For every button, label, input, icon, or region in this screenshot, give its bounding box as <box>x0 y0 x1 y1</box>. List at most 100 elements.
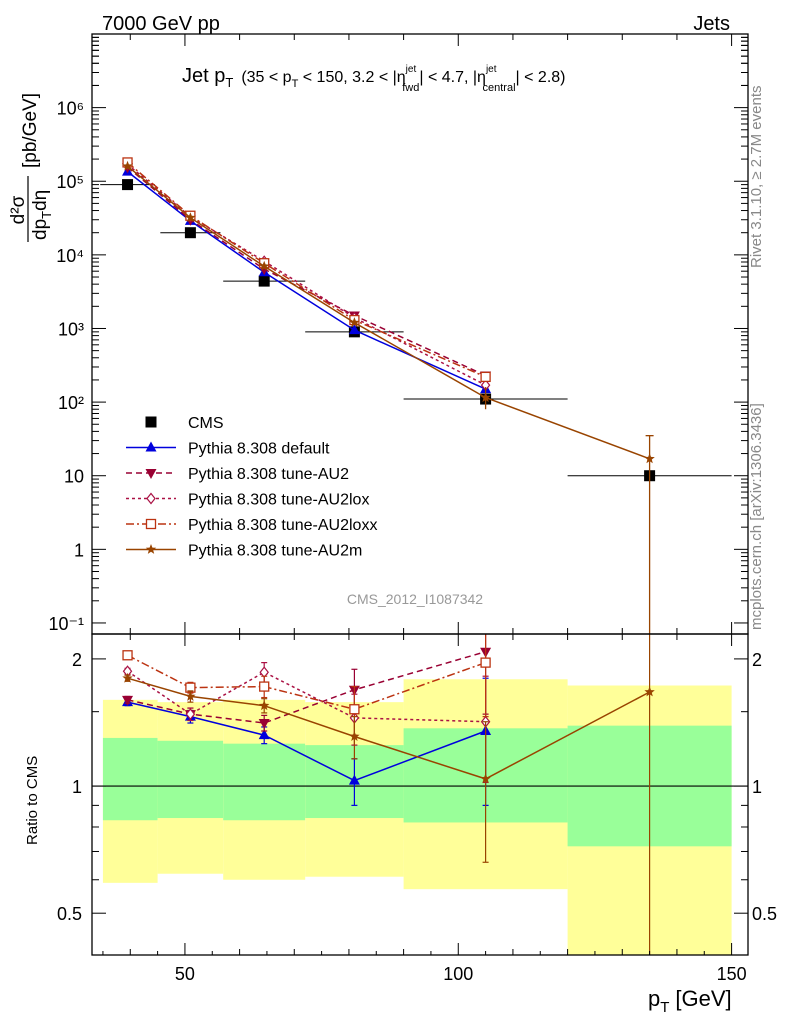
main-point-default <box>348 324 360 335</box>
y-main-tick-label: 10² <box>58 393 84 413</box>
main-line-default <box>127 171 486 390</box>
legend-marker-au2loxx <box>145 518 157 530</box>
ratio-point-au2loxx <box>259 681 270 692</box>
ratio-point-au2m <box>480 773 491 784</box>
main-series-au2m <box>122 160 655 634</box>
ylabel-top-den: dpTdη <box>30 190 54 240</box>
ratio-point-au2m <box>349 731 360 741</box>
main-series-au2loxx <box>122 157 491 383</box>
main-point-au2m <box>259 260 270 271</box>
ratio-frame <box>91 633 749 956</box>
ratio-point-au2loxx <box>480 657 491 668</box>
ratio-band-inner-2 <box>223 743 306 821</box>
legend-entry-data: CMS <box>145 415 224 432</box>
y-main-tick-label: 10⁴ <box>56 246 84 266</box>
y-ratio-tick-label-right: 1 <box>752 777 762 797</box>
main-point-au2m <box>185 212 196 223</box>
title-cond-mid2: | < 4.7, |η <box>419 69 486 86</box>
title-cond-sub3: central <box>483 82 516 94</box>
main-series-default <box>122 165 492 394</box>
ratio-band-inner-0 <box>102 737 158 821</box>
ylabel-top-den-end: dη <box>30 190 51 211</box>
y-main-tick-label: 10⁶ <box>57 99 84 119</box>
xlabel: pT [GeV] <box>648 986 732 1016</box>
y-main-tick-label: 1 <box>74 540 84 560</box>
legend: CMS Pythia 8.308 default Pythia 8.308 tune… <box>126 415 377 560</box>
header-left: 7000 GeV pp <box>102 13 220 35</box>
legend-entry-au2: Pythia 8.308 tune-AU2 <box>126 466 349 483</box>
y-ratio-tick-label-right: 2 <box>752 650 762 670</box>
title-cond-mid: < 150, 3.2 < |η <box>298 69 405 86</box>
legend-label-au2lox: Pythia 8.308 tune-AU2lox <box>188 492 369 509</box>
ratio-line-au2m <box>127 677 650 780</box>
y-ratio-tick-label-left: 2 <box>72 650 82 670</box>
legend-marker-default <box>145 441 157 452</box>
legend-marker-au2m <box>145 544 157 554</box>
ratio-point-au2loxx <box>122 650 133 661</box>
ratio-point-au2lox <box>185 708 196 721</box>
x-tick-label: 50 <box>175 964 195 984</box>
x-tick-label: 100 <box>443 964 473 984</box>
cms-point <box>258 275 270 287</box>
main-point-au2m <box>349 317 360 328</box>
ratio-series-layer <box>122 634 655 955</box>
ratio-band-inner-1 <box>157 740 224 819</box>
xlabel-p: p <box>648 986 660 1011</box>
title-cond-sub2: fwd <box>402 82 419 94</box>
legend-label-au2loxx: Pythia 8.308 tune-AU2loxx <box>188 517 377 534</box>
title-main-sub: T <box>225 75 233 90</box>
ratio-point-au2loxx <box>349 704 360 715</box>
main-line-au2 <box>127 166 486 377</box>
header-right: Jets <box>693 13 730 35</box>
ylabel-top: d²σ dpTdη [pb/GeV] <box>8 93 54 242</box>
ratio-point-au2 <box>258 719 270 730</box>
main-line-au2m <box>127 165 650 460</box>
ratio-point-default <box>348 774 360 785</box>
y-main-tick-label: 10 <box>64 467 84 487</box>
xlabel-unit: [GeV] <box>675 986 731 1011</box>
ratio-point-default <box>258 729 270 740</box>
mcplots-label: mcplots.cern.ch [arXiv:1306.3436] <box>748 403 765 630</box>
legend-entry-au2m: Pythia 8.308 tune-AU2m <box>126 543 362 560</box>
ratio-series-au2m <box>122 634 655 955</box>
ylabel-bottom: Ratio to CMS <box>24 756 41 845</box>
ylabel-top-den-dp: dp <box>30 219 51 240</box>
ratio-point-au2 <box>122 695 134 706</box>
ylabel-top-num: d²σ <box>8 195 29 224</box>
title-cond-close: | < 2.8) <box>516 69 566 86</box>
main-point-au2m <box>122 160 133 171</box>
ylabel-top-den-sub: T <box>39 211 54 219</box>
legend-entry-au2lox: Pythia 8.308 tune-AU2lox <box>126 492 369 509</box>
legend-marker-au2lox <box>146 492 156 505</box>
ratio-line-au2lox <box>127 670 486 723</box>
legend-label-default: Pythia 8.308 default <box>188 441 330 458</box>
cms-point <box>184 227 196 239</box>
axes-frames <box>91 33 749 956</box>
title-cond-open: (35 < p <box>241 69 291 86</box>
title-cond-sup3: jet <box>485 64 497 75</box>
main-series-layer <box>100 157 732 634</box>
ylabel-top-unit: [pb/GeV] <box>20 93 41 168</box>
y-main-tick-label: 10⁻¹ <box>48 614 84 634</box>
title-main: Jet p <box>182 65 225 87</box>
x-tick-label: 150 <box>717 964 747 984</box>
y-main-tick-label: 10⁵ <box>57 172 84 192</box>
rivet-label: Rivet 3.1.10, ≥ 2.7M events <box>748 86 765 269</box>
legend-marker-data <box>145 416 157 428</box>
axes-ticks: 50 100 150 10⁻¹ 1 10 10² 10³ 10⁴ 10⁵ 10⁶ 0.5 0.5 1 1 2 2 <box>48 34 777 984</box>
title-cond-sub1: T <box>292 78 299 90</box>
legend-entry-au2loxx: Pythia 8.308 tune-AU2loxx <box>126 517 377 534</box>
ratio-line-au2 <box>127 650 486 724</box>
main-series-au2 <box>122 163 492 382</box>
y-ratio-tick-label-left: 0.5 <box>57 904 82 924</box>
plot-title: Jet pT (35 < pT < 150, 3.2 < |ηjet fwd| < … <box>182 64 566 94</box>
y-ratio-tick-label-right: 0.5 <box>752 904 777 924</box>
ratio-point-au2m <box>185 690 196 701</box>
xlabel-sub: T <box>660 999 669 1016</box>
legend-entry-default: Pythia 8.308 default <box>126 441 330 458</box>
y-ratio-tick-label-left: 1 <box>72 777 82 797</box>
main-line-au2loxx <box>127 161 486 378</box>
main-line-au2lox <box>127 163 486 386</box>
legend-label-au2: Pythia 8.308 tune-AU2 <box>188 466 349 483</box>
